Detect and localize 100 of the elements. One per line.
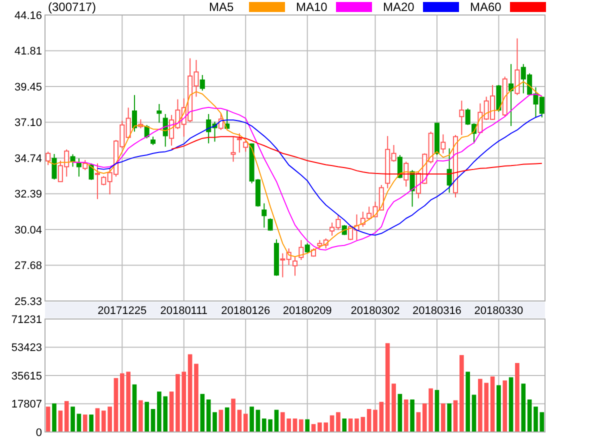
bar	[200, 394, 205, 432]
bar	[490, 376, 495, 432]
y-tick-label: 37.10	[14, 117, 42, 130]
candlestick	[94, 162, 100, 200]
candlestick	[132, 94, 138, 132]
bar	[70, 406, 75, 432]
candlestick	[514, 38, 520, 96]
bar	[114, 378, 118, 432]
bar	[194, 364, 198, 432]
candlestick	[200, 74, 205, 92]
bar	[447, 403, 452, 432]
candlestick	[292, 256, 298, 276]
legend-label: MA60	[470, 0, 502, 14]
bar	[398, 394, 402, 432]
candlestick	[156, 104, 162, 124]
y-tick-label: 32.39	[14, 188, 42, 201]
bar	[95, 408, 100, 432]
bar	[250, 406, 254, 432]
y-tick-label: 25.33	[14, 296, 42, 308]
bar	[299, 419, 304, 432]
bar	[515, 362, 520, 432]
bar	[521, 384, 526, 432]
candlestick	[304, 242, 310, 254]
bar	[52, 403, 56, 432]
bar	[224, 407, 230, 432]
bar	[237, 410, 242, 432]
bar	[440, 403, 446, 432]
bar	[366, 408, 372, 432]
candlestick	[268, 218, 273, 232]
y-tick-label: 39.45	[14, 81, 42, 94]
bar	[434, 390, 440, 432]
candlestick	[397, 154, 402, 179]
candlestick	[262, 202, 267, 228]
bar	[132, 384, 137, 432]
bar	[416, 412, 421, 432]
y-tick-label: 27.68	[14, 260, 42, 272]
candlestick	[459, 100, 464, 136]
bar	[144, 402, 150, 432]
bar	[169, 392, 174, 432]
bar	[89, 414, 94, 432]
candlestick	[70, 154, 76, 168]
y-tick-label: 34.74	[14, 152, 42, 165]
candlestick	[46, 151, 51, 166]
legend-label: MA20	[383, 0, 415, 14]
x-tick-label: 20171225	[98, 305, 147, 317]
bar	[379, 402, 384, 432]
y-tick-label: 0	[36, 426, 42, 439]
bar	[150, 408, 156, 432]
candlestick	[236, 132, 242, 154]
bar	[231, 398, 236, 432]
candlestick	[52, 153, 57, 180]
y-tick-label: 17807	[11, 398, 42, 411]
bar	[82, 414, 88, 432]
bar	[453, 400, 458, 432]
bar	[373, 410, 378, 432]
candlestick	[298, 240, 304, 260]
y-tick-label: 30.04	[14, 224, 42, 236]
bar	[342, 418, 347, 432]
y-tick-label: 44.16	[14, 10, 42, 22]
bar	[336, 412, 340, 432]
bar	[188, 354, 192, 432]
bar	[58, 410, 63, 432]
bar	[206, 399, 211, 432]
chart-title: (300717)	[48, 0, 96, 14]
candlestick	[446, 148, 452, 194]
bar	[460, 355, 464, 432]
bar	[243, 414, 248, 432]
x-tick-label: 20180111	[160, 305, 208, 317]
bar	[534, 406, 538, 432]
candlestick	[243, 140, 248, 152]
x-tick-label: 20180126	[221, 305, 270, 317]
bar	[212, 412, 217, 432]
y-tick-label: 35615	[11, 370, 42, 382]
bar	[305, 419, 310, 432]
bar	[64, 401, 69, 432]
y-tick-label: 41.81	[14, 46, 42, 58]
candlestick	[440, 134, 446, 154]
x-tick-label: 20180302	[350, 305, 400, 317]
bar	[540, 412, 544, 432]
candlestick	[82, 160, 88, 171]
bar	[256, 410, 260, 432]
y-tick-label: 71231	[11, 314, 42, 326]
legend-label: MA5	[209, 0, 234, 14]
bar	[527, 399, 532, 432]
y-tick-label: 53423	[11, 342, 42, 354]
bar	[218, 410, 224, 432]
bar	[46, 406, 50, 432]
bar	[410, 399, 414, 432]
bar	[496, 385, 501, 432]
bar	[274, 410, 279, 432]
bar	[502, 380, 508, 432]
candlestick	[76, 158, 82, 178]
x-tick-label: 20180330	[474, 305, 524, 317]
bar	[138, 400, 143, 432]
x-tick-label: 20180316	[412, 305, 462, 317]
candlestick	[218, 112, 224, 130]
x-tick-label: 20180209	[282, 305, 332, 317]
bar	[508, 377, 514, 432]
bar	[466, 372, 470, 432]
legend-label: MA10	[296, 0, 328, 14]
